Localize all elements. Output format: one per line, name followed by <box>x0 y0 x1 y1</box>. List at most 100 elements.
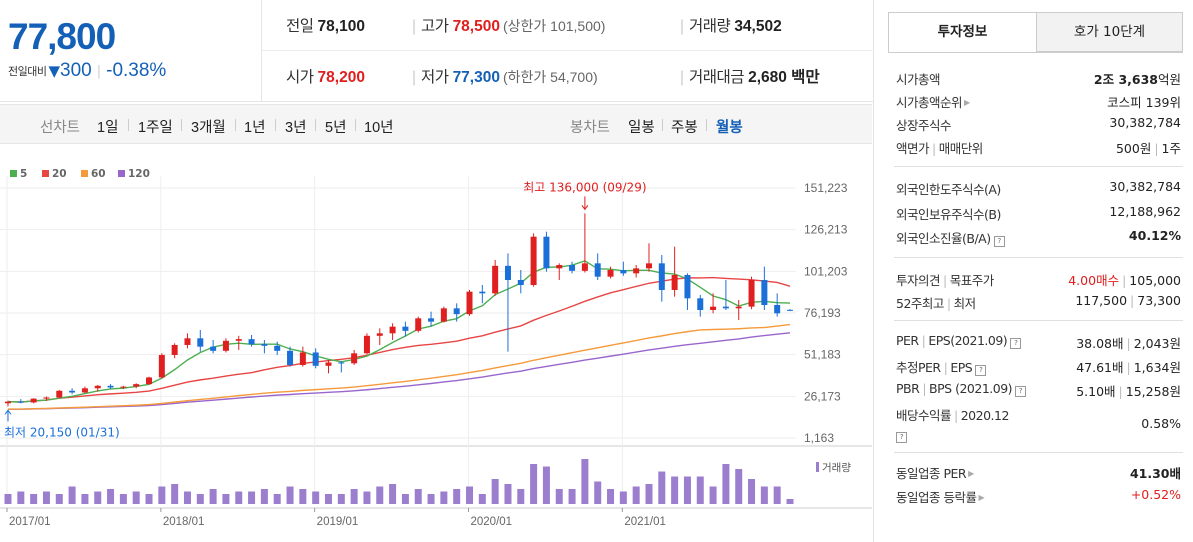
candle-body <box>389 326 396 334</box>
help-icon[interactable]: ? <box>993 236 1005 247</box>
y-tick-label: 76,193 <box>804 306 841 320</box>
volume-bar <box>389 484 397 504</box>
candle-daily[interactable]: 일봉 <box>628 120 655 136</box>
candle-body <box>363 335 370 354</box>
sector-per-row[interactable]: 동일업종 PER ▶ 41.30배 <box>896 466 1181 481</box>
tab-invest-info[interactable]: 투자정보 <box>888 12 1037 52</box>
y-tick-label: 126,213 <box>804 223 848 237</box>
period-3m[interactable]: 3개월 <box>191 120 226 136</box>
candle-body <box>697 298 704 310</box>
volume-bar <box>55 494 63 504</box>
volume-bar <box>555 489 563 504</box>
volume-bar <box>735 469 743 504</box>
candle-body <box>158 354 165 378</box>
volume-bar <box>145 494 153 504</box>
period-3y[interactable]: 3년 <box>285 120 307 136</box>
divider <box>894 257 1183 258</box>
candle-body <box>761 280 768 305</box>
volume-bar <box>517 489 525 504</box>
period-1y[interactable]: 1년 <box>244 120 266 136</box>
ma-60-line <box>7 323 791 410</box>
volume-bar <box>594 481 602 504</box>
price-summary: 77,800 전일대비 ▼ 300 | -0.38% <box>0 0 262 102</box>
candlestick-chart: 151,223 126,213 101,203 76,193 51,183 26,173 1… <box>0 176 872 528</box>
candle-body <box>287 350 294 365</box>
market-cap-row: 시가총액 2조 3,638억원 <box>896 72 1181 87</box>
candle-body <box>235 339 242 341</box>
period-1d[interactable]: 1일 <box>97 120 119 136</box>
divider <box>894 452 1183 453</box>
candle-body <box>722 306 729 309</box>
help-icon[interactable]: ? <box>1015 386 1027 397</box>
tab-order-book[interactable]: 호가 10단계 <box>1037 12 1183 52</box>
divider <box>275 119 276 131</box>
volume-bar <box>568 489 576 504</box>
volume-bar <box>542 466 550 504</box>
y-tick-label: 101,203 <box>804 264 848 278</box>
volume-bar <box>748 479 756 504</box>
period-1w[interactable]: 1주일 <box>138 120 173 136</box>
candle-body <box>415 318 422 331</box>
candle-body <box>274 345 281 351</box>
high-arrow-head <box>581 205 589 211</box>
divider <box>894 320 1183 321</box>
candle-body <box>69 390 76 393</box>
volume-bar <box>4 494 12 504</box>
volume-bar <box>709 486 717 504</box>
candle-body <box>248 339 255 345</box>
help-icon[interactable]: ? <box>1010 338 1022 349</box>
volume-bar <box>786 499 794 504</box>
candle-body <box>787 309 793 311</box>
candle-body <box>171 344 178 355</box>
low-arrow-head <box>4 409 12 415</box>
divider <box>128 119 129 131</box>
candle-body <box>530 236 537 285</box>
volume-bar <box>312 491 320 504</box>
ma-120-line <box>7 332 791 410</box>
volume-bar <box>453 489 461 504</box>
ma-legend-60: 60 <box>81 168 106 180</box>
volume-bar <box>363 491 371 504</box>
low-stat: | 저가 77,300 (하한가 54,700) <box>412 69 598 86</box>
candle-body <box>658 263 665 290</box>
week52-row: 52주최고 | 최저 117,500 | 73,300 <box>896 293 1181 311</box>
volume-bar <box>94 491 102 504</box>
candle-body <box>479 291 486 294</box>
candle-monthly[interactable]: 월봉 <box>716 120 743 136</box>
ma-legend-5: 5 <box>10 168 27 180</box>
volume-bar <box>42 491 50 504</box>
change-label: 전일대비 <box>8 65 47 78</box>
sector-change-row[interactable]: 동일업종 등락률 ▶ +0.52% <box>896 487 1181 505</box>
help-icon[interactable]: ? <box>896 432 907 443</box>
market-cap-rank-row[interactable]: 시가총액순위 ▶ 코스피 139위 <box>896 95 1181 110</box>
volume-bar <box>530 464 538 504</box>
candle-body <box>684 275 691 299</box>
candle-body <box>81 388 88 393</box>
price-stats: 전일 78,100 | 고가 78,500 (상한가 101,500) | 거래량 34,5… <box>262 0 874 102</box>
candle-body <box>543 236 550 269</box>
candle-body <box>56 390 63 398</box>
candle-body <box>376 333 383 336</box>
period-10y[interactable]: 10년 <box>364 120 394 136</box>
volume-bar <box>183 491 191 504</box>
candle-body <box>453 308 460 315</box>
volume-bar <box>17 491 25 504</box>
volume-stat: | 거래량 34,502 <box>680 18 782 35</box>
y-tick-label: 151,223 <box>804 181 848 195</box>
candle-body <box>43 397 50 399</box>
volume-bar <box>260 489 268 504</box>
volume-bar <box>209 489 217 504</box>
candle-body <box>402 326 409 331</box>
divider <box>315 119 316 131</box>
volume-bar <box>107 489 115 504</box>
period-5y[interactable]: 5년 <box>325 120 347 136</box>
candle-body <box>30 398 37 403</box>
x-tick-label: 2018/01 <box>163 516 205 528</box>
candle-body <box>210 346 217 351</box>
candle-weekly[interactable]: 주봉 <box>671 120 698 136</box>
volume-bar <box>491 479 499 504</box>
arrow-right-icon: ▶ <box>964 98 970 107</box>
x-tick-label: 2019/01 <box>317 516 359 528</box>
candle-body <box>492 265 499 294</box>
help-icon[interactable]: ? <box>975 365 987 376</box>
